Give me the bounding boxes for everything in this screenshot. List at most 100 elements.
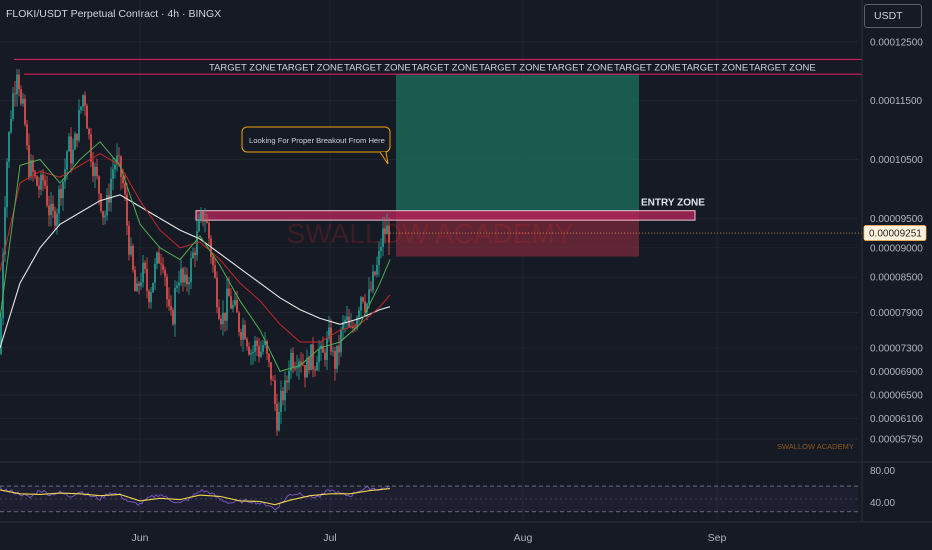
candle-body: [42, 174, 44, 181]
candle-body: [12, 93, 14, 119]
candle-body: [156, 252, 158, 264]
candle-body: [184, 274, 186, 283]
candle-body: [38, 185, 40, 190]
currency-button[interactable]: USDT: [864, 4, 922, 28]
candle-body: [260, 351, 262, 357]
candle-body: [198, 219, 200, 232]
candle-body: [180, 268, 182, 283]
candle-body: [162, 264, 164, 270]
candle-body: [318, 349, 320, 363]
candle-body: [164, 269, 166, 277]
candle-body: [244, 324, 246, 339]
price-tick: 0.00007900: [870, 308, 923, 319]
candle-body: [222, 312, 224, 325]
candle-body: [202, 211, 204, 222]
price-tick: 0.00010500: [870, 155, 923, 166]
rsi-tick: 80.00: [870, 466, 895, 477]
entry-zone-rect[interactable]: [195, 210, 696, 221]
candle-body: [220, 318, 222, 325]
candle-body: [4, 207, 6, 255]
candle-body: [302, 364, 304, 366]
candle-body: [152, 282, 154, 293]
candle-body: [56, 213, 58, 226]
target-zone-label: TARGET ZONE: [547, 62, 614, 73]
candle-body: [336, 345, 338, 369]
ema-mid-line[interactable]: [0, 153, 391, 343]
candle-body: [200, 211, 202, 220]
target-zone-label: TARGET ZONE: [749, 62, 816, 73]
candle-body: [46, 185, 48, 206]
target-zone-label: TARGET ZONE: [479, 62, 546, 73]
candle-body: [72, 149, 74, 164]
candle-body: [140, 282, 142, 286]
price-axis: 0.00012500 0.00011500 0.00010500 0.00009500…: [870, 37, 923, 445]
callout-box[interactable]: [241, 126, 391, 153]
candle-body: [300, 361, 302, 365]
candle-body: [364, 301, 366, 313]
rsi-line[interactable]: [0, 486, 390, 511]
candle-body: [326, 338, 328, 360]
candle-body: [294, 368, 296, 370]
candle-body: [252, 351, 254, 353]
candle-body: [194, 252, 196, 256]
candle-body: [108, 195, 110, 203]
candle-body: [324, 352, 326, 360]
candle-body: [132, 245, 134, 270]
candle-body: [328, 327, 330, 339]
candle-body: [272, 379, 274, 381]
candle-body: [64, 169, 66, 182]
candle-body: [312, 344, 314, 370]
candle-body: [388, 225, 390, 243]
candle-body: [54, 210, 56, 226]
price-tick: 0.00011500: [870, 96, 923, 107]
candle-body: [218, 307, 220, 319]
candle-body: [322, 345, 324, 353]
time-tick: Jun: [132, 532, 149, 544]
target-zone-label: TARGET ZONE: [277, 62, 344, 73]
candle-body: [316, 362, 318, 371]
rsi-axis: 80.00 40.00: [870, 466, 895, 509]
candle-body: [144, 262, 146, 270]
candle-body: [270, 362, 272, 380]
candle-body: [146, 269, 148, 292]
candle-body: [298, 361, 300, 368]
candle-body: [8, 132, 10, 162]
candle-body: [36, 176, 38, 186]
candle-body: [50, 203, 52, 216]
candle-body: [88, 128, 90, 135]
candle-body: [182, 268, 184, 283]
candle-body: [280, 390, 282, 413]
candle-body: [32, 160, 34, 172]
candle-body: [128, 225, 130, 255]
ema-fast-line[interactable]: [0, 141, 391, 372]
candle-body: [58, 188, 60, 214]
ema-slow-line[interactable]: [0, 194, 391, 349]
candle-body: [188, 282, 190, 285]
candle-body: [66, 151, 68, 170]
candle-body: [100, 193, 102, 212]
price-tick: 0.00012500: [870, 37, 923, 48]
candle-body: [76, 133, 78, 141]
rsi-signal-line[interactable]: [0, 488, 391, 506]
candle-body: [352, 326, 354, 329]
candle-body: [84, 95, 86, 106]
price-tick: 0.00005750: [870, 435, 923, 446]
candle-body: [158, 252, 160, 264]
candle-body: [230, 296, 232, 309]
candle-body: [264, 340, 266, 346]
time-tick: Sep: [708, 532, 727, 544]
candle-body: [380, 246, 382, 251]
candle-body: [172, 310, 174, 325]
candle-body: [70, 136, 72, 164]
candle-body: [248, 346, 250, 355]
candle-body: [226, 288, 228, 321]
candle-body: [48, 205, 50, 216]
callout-tail: [379, 151, 389, 165]
current-price-text: 0.00009251: [869, 229, 922, 240]
candle-body: [186, 274, 188, 285]
profit-zone-box[interactable]: [396, 74, 639, 211]
candle-body: [378, 250, 380, 266]
candle-body: [134, 269, 136, 292]
candle-body: [112, 169, 114, 179]
